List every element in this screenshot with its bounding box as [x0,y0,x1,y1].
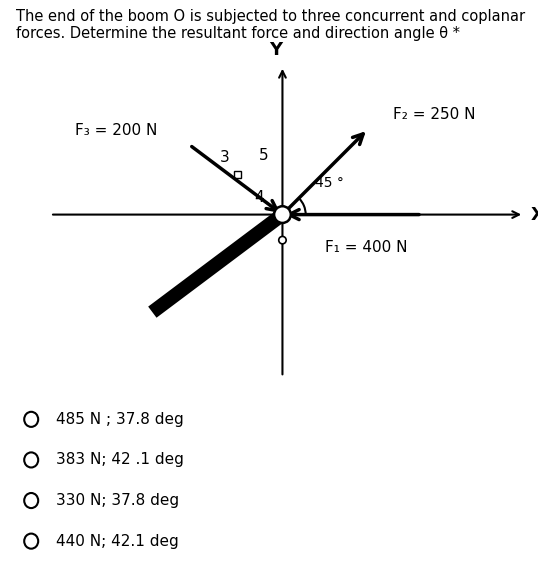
Circle shape [279,237,286,244]
Text: The end of the boom O is subjected to three concurrent and coplanar: The end of the boom O is subjected to th… [16,9,525,24]
Text: 440 N; 42.1 deg: 440 N; 42.1 deg [56,534,179,549]
Text: 383 N; 42 .1 deg: 383 N; 42 .1 deg [56,452,185,467]
Text: 485 N ; 37.8 deg: 485 N ; 37.8 deg [56,412,184,427]
Text: X: X [531,205,538,223]
Bar [233,171,240,178]
Text: 330 N; 37.8 deg: 330 N; 37.8 deg [56,493,180,508]
Text: F₁ = 400 N: F₁ = 400 N [325,240,407,255]
Text: 5: 5 [259,148,268,162]
Circle shape [274,206,291,223]
Text: F₃ = 200 N: F₃ = 200 N [75,123,157,138]
Text: 3: 3 [220,150,229,165]
Text: F₂ = 250 N: F₂ = 250 N [393,107,476,122]
Text: 4: 4 [254,190,264,205]
Text: Y: Y [269,41,282,59]
Text: 45 °: 45 ° [315,176,344,190]
Text: forces. Determine the resultant force and direction angle θ *: forces. Determine the resultant force an… [16,26,460,41]
